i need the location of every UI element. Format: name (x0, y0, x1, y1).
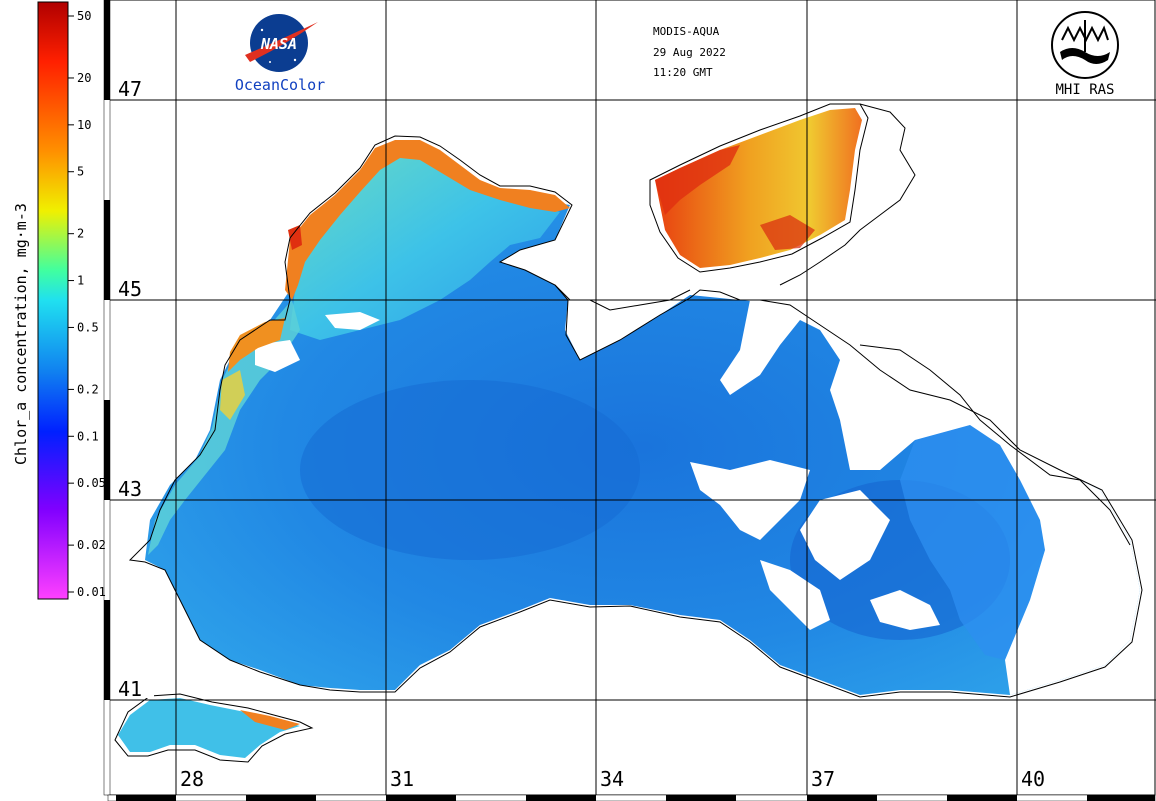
marmara-coastline (114, 693, 314, 763)
colorbar-tick-label: 0.01 (77, 585, 106, 599)
colorbar-tick-label: 0.5 (77, 320, 99, 334)
crimea-coast (554, 284, 691, 311)
azov-outer-coast (779, 103, 916, 286)
cloud-gap (325, 312, 380, 330)
colorbar-tick-label: 0.1 (77, 429, 99, 443)
ruler-seg (666, 795, 736, 801)
west-coast-yellow (220, 370, 245, 420)
acquisition-time: 11:20 GMT (653, 66, 713, 79)
cloud-gap (800, 490, 890, 580)
ruler-seg (947, 795, 1017, 801)
mhi-ras-logo: MHI RAS (1051, 11, 1119, 98)
ruler-seg (1087, 795, 1155, 801)
cloud-gap (255, 340, 300, 372)
colorbar-tick-label: 50 (77, 9, 91, 23)
marmara-sea (118, 698, 300, 758)
east-coast-outline (859, 344, 1131, 546)
coastline-path (128, 135, 1143, 698)
colorbar-ticks: 50 20 10 5 2 1 0.5 0.2 0.1 0.05 0.02 0.01 (68, 9, 106, 599)
ruler-seg (104, 0, 110, 100)
nw-coastal-bloom (220, 140, 570, 420)
oceancolor-caption: OceanColor (235, 76, 325, 94)
lon-labels: 28 31 34 37 40 (180, 767, 1045, 791)
marmara-coast-orange (240, 710, 300, 730)
ruler-seg (116, 795, 176, 801)
ruler-seg (807, 795, 877, 801)
nw-shelf-zone (290, 152, 560, 340)
ruler-seg (104, 200, 110, 300)
lat-label-41: 41 (118, 677, 142, 701)
acquisition-date: 29 Aug 2022 (653, 46, 726, 59)
colorbar-title: Chlor_a concentration, mg·m-3 (12, 203, 30, 465)
colorbar-tick-label: 0.05 (77, 476, 106, 490)
ruler-seg (246, 795, 316, 801)
cloud-gap (760, 560, 830, 630)
lat-label-47: 47 (118, 77, 142, 101)
colorbar-tick-label: 2 (77, 227, 84, 241)
nw-coast-red (288, 225, 302, 250)
nasa-oceancolor-logo: NASA OceanColor (235, 14, 325, 94)
colorbar-tick-label: 1 (77, 274, 84, 288)
azov-coastline (649, 103, 869, 273)
nw-coast-orange (285, 140, 570, 300)
colorbar: Chlor_a concentration, mg·m-3 50 20 10 5 2 1 0… (12, 1, 106, 600)
lat-label-43: 43 (118, 477, 142, 501)
colorbar-ramp (37, 1, 69, 600)
central-gyre (300, 380, 640, 560)
ruler-seg (386, 795, 456, 801)
map-frame (103, 0, 1156, 801)
azov-red-edge (655, 145, 740, 215)
nasa-wordmark: NASA (260, 35, 297, 53)
lon-label-31: 31 (390, 767, 414, 791)
azov-sea (655, 108, 862, 268)
azov-red-spots (760, 215, 815, 250)
graticule (108, 0, 1156, 795)
ruler-seg (104, 400, 110, 500)
ruler-seg (526, 795, 596, 801)
black-sea-body (145, 145, 1140, 695)
ruler-seg (104, 600, 110, 700)
lat-label-45: 45 (118, 277, 142, 301)
left-ruler (103, 0, 111, 796)
west-coast-orange (228, 318, 285, 372)
nasa-swoosh-icon (245, 22, 318, 62)
eastern-swath (900, 425, 1045, 660)
mhi-ras-caption: MHI RAS (1055, 82, 1114, 98)
lon-label-37: 37 (811, 767, 835, 791)
colorbar-tick-label: 20 (77, 71, 91, 85)
colorbar-tick-label: 0.02 (77, 538, 106, 552)
colorbar-tick-label: 5 (77, 165, 84, 179)
lon-label-28: 28 (180, 767, 204, 791)
lon-label-40: 40 (1021, 767, 1045, 791)
header: MODIS-AQUA 29 Aug 2022 11:20 GMT (653, 25, 726, 79)
marmara-water (118, 698, 300, 758)
colorbar-tick-label: 0.2 (77, 382, 99, 396)
cloud-gap (870, 590, 940, 630)
colorbar-tick-label: 10 (77, 118, 91, 132)
satellite-name: MODIS-AQUA (653, 25, 720, 38)
lat-labels: 47 45 43 41 (112, 76, 154, 701)
cloud-gap (720, 300, 1140, 695)
lon-label-34: 34 (600, 767, 624, 791)
